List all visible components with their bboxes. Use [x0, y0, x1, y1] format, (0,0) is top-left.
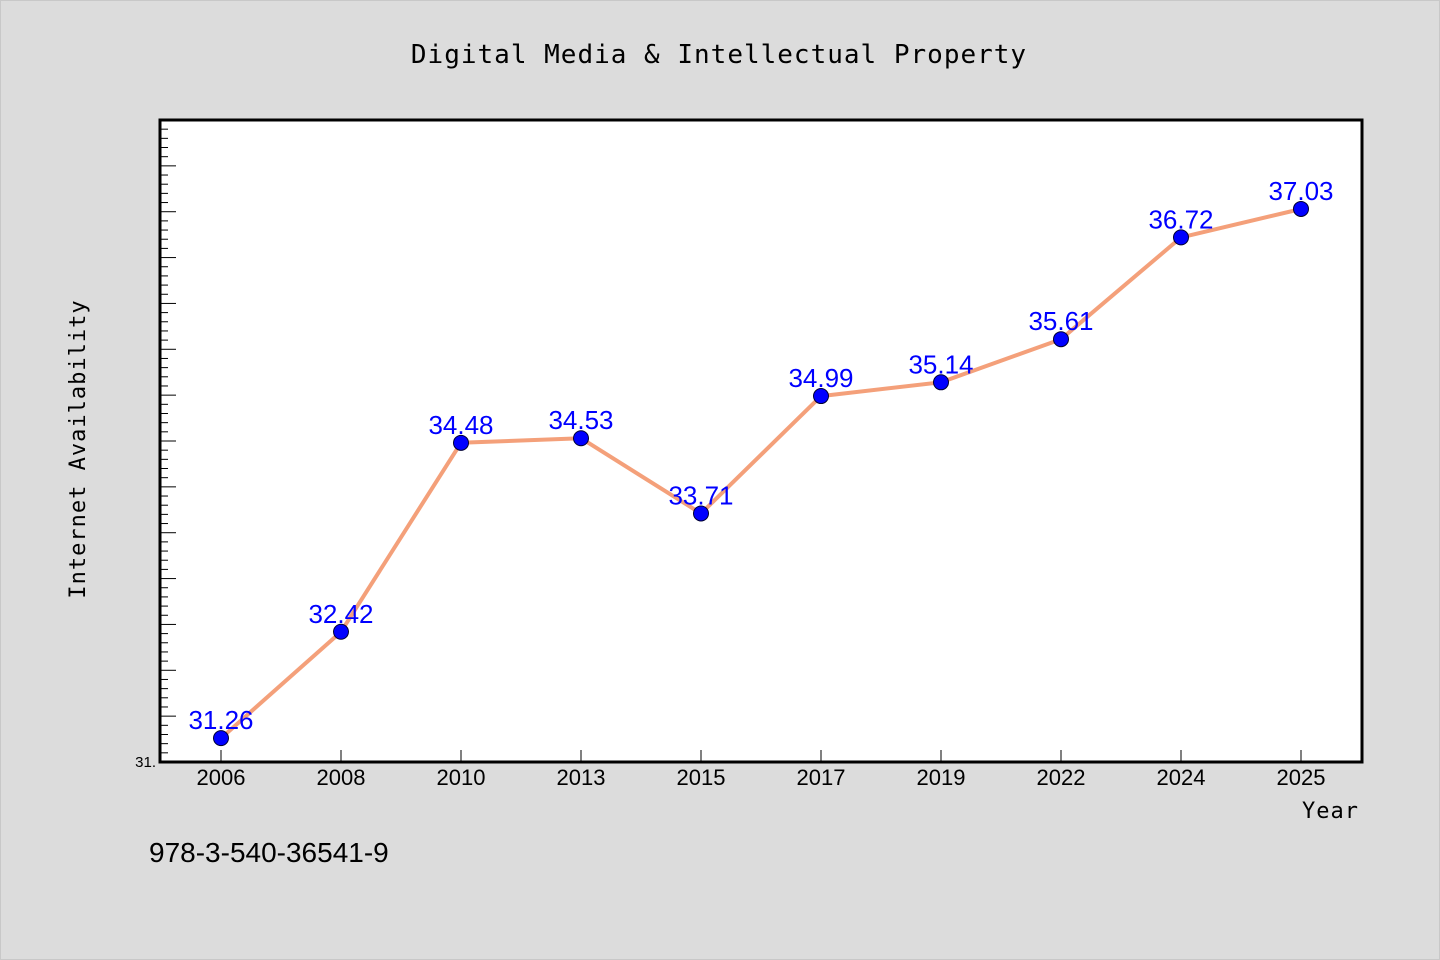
data-point	[933, 374, 949, 391]
isbn-caption: 978-3-540-36541-9	[149, 837, 389, 868]
data-point	[693, 505, 709, 522]
x-axis-label: Year	[1302, 799, 1359, 824]
x-tick-label: 2006	[197, 765, 246, 790]
series-line	[219, 207, 1302, 740]
data-label: 34.53	[548, 405, 613, 435]
x-axis-ticks: 2006 2008 2010 2013 2015 2017 2019 2022 2024 2025	[197, 750, 1326, 790]
chart-title: Digital Media & Intellectual Property	[411, 40, 1027, 70]
x-tick-label: 2022	[1037, 765, 1086, 790]
data-point	[573, 430, 589, 447]
plot-area	[158, 118, 1364, 764]
data-point	[1293, 200, 1309, 217]
data-label: 37.03	[1268, 176, 1333, 206]
data-markers	[213, 200, 1309, 747]
data-label: 31.26	[188, 705, 253, 735]
y-axis-ticks: 31.	[135, 128, 176, 771]
data-label: 34.48	[428, 410, 493, 440]
data-labels: 31.26 32.42 34.48 34.53 33.71 34.99 35.14 35.61…	[188, 176, 1333, 735]
data-point	[1173, 229, 1189, 246]
data-label: 36.72	[1148, 204, 1213, 234]
data-label: 35.61	[1028, 306, 1093, 336]
x-tick-label: 2025	[1277, 765, 1326, 790]
x-tick-label: 2019	[917, 765, 966, 790]
x-tick-label: 2024	[1157, 765, 1206, 790]
x-tick-label: 2010	[437, 765, 486, 790]
data-label: 32.42	[308, 599, 373, 629]
data-label: 34.99	[788, 363, 853, 393]
data-label: 35.14	[908, 349, 973, 379]
y-tick-label: 31.	[135, 754, 156, 771]
x-tick-label: 2017	[797, 765, 846, 790]
x-tick-label: 2015	[677, 765, 726, 790]
y-axis-label: Internet Availability	[66, 299, 91, 598]
data-point	[213, 730, 229, 747]
data-point	[813, 388, 829, 405]
data-point	[333, 623, 349, 640]
data-point	[453, 434, 469, 451]
data-point	[1053, 331, 1069, 348]
x-tick-label: 2008	[317, 765, 366, 790]
x-tick-label: 2013	[557, 765, 606, 790]
data-label: 33.71	[668, 480, 733, 510]
